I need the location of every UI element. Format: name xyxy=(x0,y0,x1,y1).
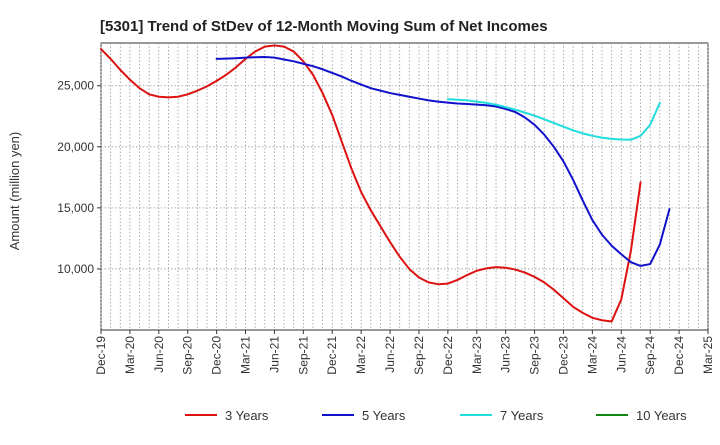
chart-title: [5301] Trend of StDev of 12-Month Moving… xyxy=(100,18,548,35)
series-line xyxy=(100,44,642,323)
x-axis-ticks: Dec-19 Mar-20 Jun-20 Sep-20 Dec-20 Mar-21 Jun-… xyxy=(94,330,715,375)
x-tick-label: Sep-24 xyxy=(643,336,657,375)
x-tick-label: Dec-22 xyxy=(441,336,455,375)
x-tick-label: Jun-21 xyxy=(267,336,281,373)
y-tick-label: 20,000 xyxy=(57,140,94,154)
x-tick-label: Sep-20 xyxy=(181,336,195,375)
series-line xyxy=(446,98,661,141)
legend-label: 5 Years xyxy=(362,408,406,423)
x-tick-label: Mar-21 xyxy=(239,336,253,374)
y-tick-label: 10,000 xyxy=(57,262,94,276)
legend-label: 10 Years xyxy=(636,408,687,423)
y-axis-ticks: 10,000 15,000 20,000 25,000 xyxy=(57,79,101,276)
series-lines xyxy=(100,44,671,323)
x-tick-label: Dec-24 xyxy=(672,336,686,375)
plot-area xyxy=(100,42,709,331)
x-tick-label: Mar-22 xyxy=(354,336,368,374)
y-tick-label: 25,000 xyxy=(57,79,94,93)
x-tick-label: Jun-24 xyxy=(614,336,628,373)
x-tick-label: Dec-20 xyxy=(210,336,224,375)
series-line xyxy=(215,56,671,267)
x-tick-label: Mar-23 xyxy=(470,336,484,374)
x-tick-label: Sep-23 xyxy=(528,336,542,375)
x-tick-label: Jun-23 xyxy=(499,336,513,373)
legend-label: 3 Years xyxy=(225,408,269,423)
x-tick-label: Mar-24 xyxy=(585,336,599,374)
y-tick-label: 15,000 xyxy=(57,201,94,215)
x-tick-label: Dec-19 xyxy=(94,336,108,375)
x-tick-label: Dec-23 xyxy=(556,336,570,375)
x-tick-label: Jun-22 xyxy=(383,336,397,373)
grid-lines xyxy=(100,43,709,330)
x-tick-label: Mar-25 xyxy=(701,336,715,374)
legend-label: 7 Years xyxy=(500,408,544,423)
x-tick-label: Mar-20 xyxy=(123,336,137,374)
legend: 3 Years 5 Years 7 Years 10 Years xyxy=(185,408,687,423)
x-tick-label: Sep-21 xyxy=(296,336,310,375)
y-axis-label: Amount (million yen) xyxy=(7,132,22,251)
x-tick-label: Dec-21 xyxy=(325,336,339,375)
x-tick-label: Sep-22 xyxy=(412,336,426,375)
x-tick-label: Jun-20 xyxy=(152,336,166,373)
